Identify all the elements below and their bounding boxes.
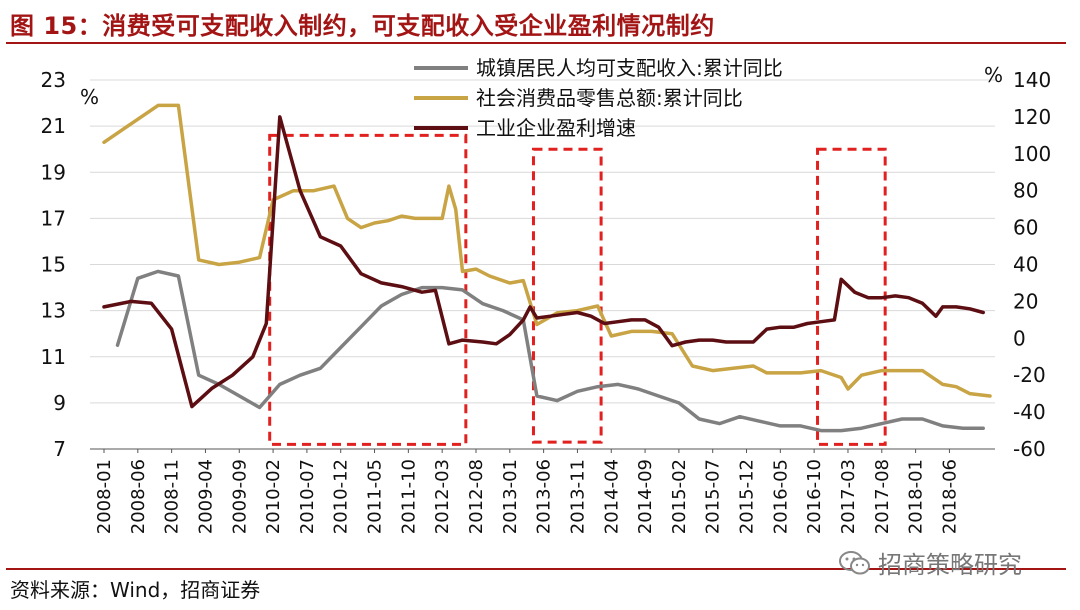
- legend-label: 城镇居民人均可支配收入:累计同比: [476, 56, 783, 80]
- x-tick-label: 2015-07: [703, 459, 724, 534]
- source-note: 资料来源：Wind，招商证券: [10, 578, 261, 602]
- legend-label: 社会消费品零售总额:累计同比: [476, 86, 743, 110]
- x-tick-label: 2018-06: [939, 459, 960, 534]
- title-rule: [6, 42, 1066, 44]
- x-tick-label: 2013-06: [534, 459, 555, 534]
- x-tick-label: 2008-01: [94, 459, 115, 534]
- x-tick-label: 2010-02: [263, 459, 284, 534]
- x-tick-label: 2017-08: [872, 459, 893, 534]
- right-tick-label: 60: [1013, 216, 1038, 240]
- x-tick-label: 2014-09: [635, 459, 656, 534]
- x-tick-label: 2015-02: [669, 459, 690, 534]
- x-tick-label: 2018-01: [906, 459, 927, 534]
- x-tick-label: 2013-11: [567, 459, 588, 534]
- x-tick-label: 2016-10: [804, 459, 825, 534]
- left-tick-label: 21: [41, 114, 66, 138]
- x-tick-label: 2009-04: [195, 459, 216, 534]
- right-tick-label: 120: [1013, 105, 1051, 129]
- right-tick-label: -40: [1013, 400, 1046, 424]
- legend-label: 工业企业盈利增速: [476, 116, 636, 140]
- right-tick-label: 140: [1013, 68, 1051, 92]
- highlight-box: [531, 147, 603, 444]
- x-tick-label: 2013-01: [500, 459, 521, 534]
- left-tick-label: 23: [41, 68, 66, 92]
- x-tick-label: 2012-03: [432, 459, 453, 534]
- right-tick-label: -20: [1013, 363, 1046, 387]
- series-line: [115, 269, 985, 433]
- figure-title: 图 15：消费受可支配收入制约，可支配收入受企业盈利情况制约: [10, 12, 715, 40]
- gridlines: [90, 79, 995, 404]
- series-line: [102, 103, 992, 398]
- x-tick-label: 2012-08: [466, 459, 487, 534]
- x-axis-ticks: 2008-01 2008-06 2008-11 2009-04 2009-09 2010-…: [94, 449, 960, 534]
- left-tick-label: 17: [41, 206, 66, 230]
- x-tick-label: 2010-12: [331, 459, 352, 534]
- right-axis-unit: %: [984, 63, 1003, 87]
- x-tick-label: 2017-03: [838, 459, 859, 534]
- series-line: [102, 115, 985, 409]
- x-tick-label: 2008-06: [128, 459, 149, 534]
- x-tick-label: 2008-11: [162, 459, 183, 534]
- x-tick-label: 2016-05: [770, 459, 791, 534]
- right-tick-label: 20: [1013, 289, 1038, 313]
- footer-rule: [6, 568, 1066, 570]
- left-tick-label: 15: [41, 253, 66, 277]
- left-tick-label: 19: [41, 160, 66, 184]
- x-tick-label: 2011-05: [365, 459, 386, 534]
- left-axis-ticks: 7 9 11 13 15 17 19 21 23: [41, 68, 66, 461]
- right-tick-label: 100: [1013, 142, 1051, 166]
- x-tick-label: 2010-07: [297, 459, 318, 534]
- left-axis-unit: %: [80, 85, 99, 109]
- x-tick-label: 2011-10: [398, 459, 419, 534]
- right-tick-label: 0: [1013, 326, 1026, 350]
- watermark: 招商策略研究: [838, 545, 1022, 580]
- x-tick-label: 2015-12: [737, 459, 758, 534]
- series-lines: [102, 103, 992, 433]
- x-tick-label: 2009-09: [229, 459, 250, 534]
- left-tick-label: 11: [41, 345, 66, 369]
- left-tick-label: 13: [41, 299, 66, 323]
- left-tick-label: 7: [53, 437, 66, 461]
- chart-svg: 7 9 11 13 15 17 19 21 23 -60 -40 -20 0 20 40 60 80 100 12…: [41, 56, 1052, 534]
- watermark-text: 招商策略研究: [878, 551, 1022, 579]
- x-tick-label: 2014-04: [601, 459, 622, 534]
- right-axis-ticks: -60 -40 -20 0 20 40 60 80 100 120 140: [1013, 68, 1051, 461]
- highlight-boxes: [268, 133, 887, 446]
- right-tick-label: 80: [1013, 179, 1038, 203]
- right-tick-label: 40: [1013, 253, 1038, 277]
- wechat-icon: [839, 550, 870, 574]
- right-tick-label: -60: [1013, 437, 1046, 461]
- left-tick-label: 9: [53, 391, 66, 415]
